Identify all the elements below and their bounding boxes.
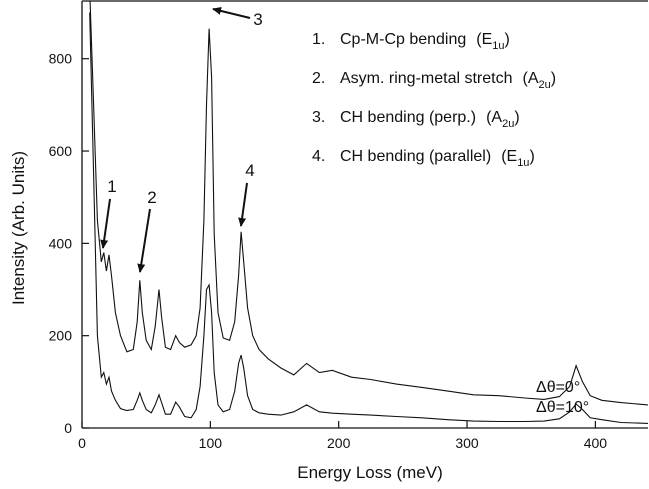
legend-close: ) (529, 148, 534, 165)
x-tick-label: 400 (584, 435, 608, 451)
data-line (89, 1, 649, 406)
annotation-arrow (137, 208, 151, 273)
y-tick-label: 800 (49, 51, 73, 67)
series-label: Δθ=10° (536, 399, 589, 416)
x-tick-label: 200 (327, 435, 351, 451)
annotation-arrow (238, 182, 248, 227)
x-tick-label: 300 (455, 435, 479, 451)
legend-subscript: 1u (517, 157, 529, 169)
legend-label: CH bending (perp.) (A2u) (340, 109, 520, 130)
legend-symbol: (E (501, 148, 517, 165)
legend-number: 1. (312, 31, 325, 48)
legend-close: ) (551, 70, 556, 87)
legend-close: ) (505, 31, 510, 48)
legend-label: CH bending (parallel) (E1u) (340, 148, 535, 169)
annotation-label: 4 (245, 161, 254, 180)
annotation-arrow (212, 7, 251, 19)
legend-text: CH bending (perp.) (340, 109, 476, 126)
legend-subscript: 2u (538, 79, 550, 91)
series-label: Δθ=0° (536, 379, 580, 396)
legend-symbol: (A (486, 109, 502, 126)
annotation-label: 2 (147, 188, 156, 207)
legend-text: CH bending (parallel) (340, 148, 491, 165)
legend-text: Cp-M-Cp bending (340, 31, 466, 48)
annotation-label: 1 (107, 177, 116, 196)
legend-symbol: (A (522, 70, 538, 87)
y-axis-label: Intensity (Arb. Units) (9, 151, 28, 305)
annotation-arrow (100, 198, 111, 249)
legend-text: Asym. ring-metal stretch (340, 70, 512, 87)
y-tick-label: 400 (49, 235, 73, 251)
legend-label: Cp-M-Cp bending (E1u) (340, 31, 510, 52)
legend-subscript: 2u (502, 118, 514, 130)
legend-close: ) (514, 109, 519, 126)
y-tick-label: 0 (64, 420, 72, 436)
x-tick-label: 0 (78, 435, 86, 451)
legend-number: 2. (312, 70, 325, 87)
x-tick-label: 100 (199, 435, 223, 451)
legend-subscript: 1u (492, 40, 504, 52)
legend-symbol: (E (476, 31, 492, 48)
data-line (89, 12, 649, 424)
legend-number: 4. (312, 148, 325, 165)
y-tick-label: 200 (49, 328, 73, 344)
annotation-label: 3 (253, 10, 262, 29)
y-tick-label: 600 (49, 143, 73, 159)
legend-label: Asym. ring-metal stretch (A2u) (340, 70, 556, 91)
x-axis-label: Energy Loss (meV) (297, 463, 443, 482)
legend-number: 3. (312, 109, 325, 126)
